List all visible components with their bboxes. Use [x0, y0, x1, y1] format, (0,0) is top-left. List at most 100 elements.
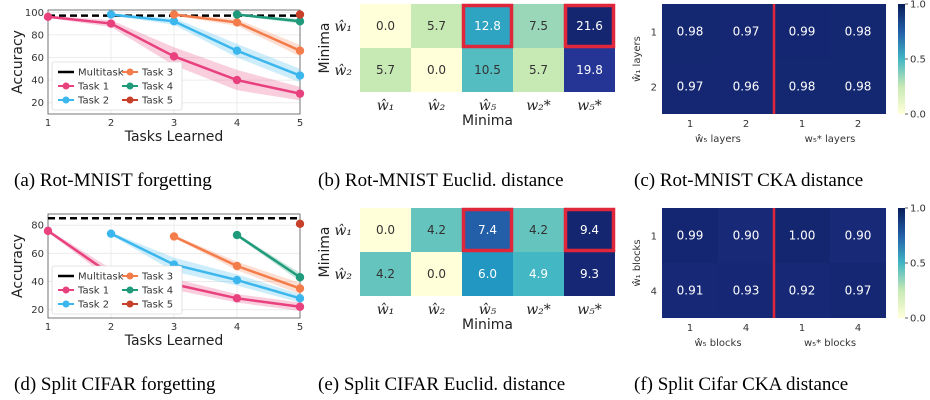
col-label: ŵ₂	[428, 302, 446, 318]
col-label: ŵ₅	[479, 98, 497, 114]
cell-value: 5.7	[529, 63, 548, 77]
col-label: 1	[799, 119, 805, 130]
y-tick-label: 60	[31, 249, 44, 260]
heatmap-cell	[513, 4, 564, 48]
y-tick-label: 20	[31, 305, 44, 316]
col-label: 2	[855, 119, 861, 130]
cell-value: 0.97	[845, 284, 872, 298]
colorbar-tick-label: 0.5	[910, 55, 926, 66]
legend-box	[51, 61, 183, 111]
col-label: 1	[799, 323, 805, 334]
x-tick-label: 4	[234, 322, 240, 333]
row-label: 4	[651, 287, 657, 298]
heatmap-cell	[411, 48, 462, 92]
legend-box	[51, 265, 183, 315]
legend-entry: Task 5	[141, 96, 173, 107]
data-point	[295, 219, 305, 229]
legend-entry: Task 5	[141, 300, 173, 311]
cell-value: 0.98	[845, 25, 872, 39]
x-tick-label: 4	[234, 118, 240, 129]
y-tick-label: 80	[31, 221, 44, 232]
legend-swatch-marker	[126, 82, 134, 90]
data-point	[295, 17, 305, 26]
colorbar	[898, 4, 905, 114]
legend-swatch-marker	[126, 272, 134, 280]
heatmap-cell	[411, 252, 462, 296]
cell-value: 9.3	[580, 267, 599, 281]
data-point	[106, 229, 116, 238]
col-label: w₂*	[526, 98, 551, 114]
heatmap-cell	[774, 4, 830, 59]
heatmap-cell	[830, 208, 886, 263]
colorbar-tick-label: 0.5	[910, 259, 926, 270]
heatmap-cell	[513, 48, 564, 92]
col-label: w₂*	[526, 302, 551, 318]
x-tick-label: 2	[108, 322, 114, 333]
cell-value: 19.8	[576, 63, 603, 77]
y-axis-label: Accuracy	[10, 234, 26, 298]
heatmap-cell	[462, 208, 513, 252]
data-point	[232, 294, 242, 303]
data-point	[43, 226, 53, 236]
x-tick-label: 2	[108, 118, 114, 129]
data-point	[232, 261, 242, 271]
legend-entry: Multitask	[78, 272, 124, 283]
data-point	[295, 284, 305, 293]
heatmap-cell	[411, 208, 462, 252]
group-label: w₅* layers	[805, 134, 856, 145]
cell-value: 0.93	[733, 284, 760, 298]
data-point	[169, 10, 179, 19]
cell-value: 4.2	[427, 223, 446, 237]
cell-value: 7.5	[529, 19, 548, 33]
group-label: ŵ₅ layers	[695, 133, 741, 145]
row-label: ŵ₁	[334, 223, 352, 239]
y-axis-label: ŵ₁ layers	[631, 36, 643, 82]
heatmap-cell	[360, 252, 411, 296]
cell-value: 21.6	[576, 19, 603, 33]
legend-entry: Task 4	[141, 286, 173, 297]
series-line	[110, 13, 301, 77]
caption-d: (d) Split CIFAR forgetting	[14, 374, 216, 395]
data-point	[295, 273, 305, 282]
data-point	[106, 19, 116, 28]
data-point	[232, 46, 242, 55]
legend-entry: Task 1	[77, 286, 109, 297]
legend-swatch-marker	[126, 300, 134, 308]
heatmap-cell	[718, 4, 774, 59]
legend-entry: Task 1	[77, 82, 109, 93]
data-point	[232, 230, 242, 240]
cell-value: 7.4	[478, 223, 497, 237]
row-label: 2	[651, 83, 657, 94]
legend-entry: Task 3	[141, 68, 173, 79]
y-tick-label: 40	[31, 76, 44, 87]
legend-swatch-marker	[62, 96, 70, 104]
legend-entry: Task 4	[141, 82, 173, 93]
caption-f: (f) Split Cifar CKA distance	[634, 374, 849, 395]
x-tick-label: 5	[297, 322, 303, 333]
col-label: w₅*	[577, 302, 602, 318]
cell-value: 0.99	[677, 229, 704, 243]
y-axis-label: Minima	[317, 23, 333, 74]
group-label: ŵ₅ blocks	[694, 337, 741, 349]
data-point	[169, 52, 179, 61]
data-point	[106, 10, 116, 19]
data-point	[295, 294, 305, 303]
y-tick-label: 60	[31, 53, 44, 64]
legend-swatch-marker	[62, 82, 70, 90]
highlight-box	[461, 3, 514, 49]
caption-c: (c) Rot-MNIST CKA distance	[634, 170, 864, 191]
heatmap-cell	[360, 208, 411, 252]
y-axis-label: ŵ₁ blocks	[631, 239, 643, 286]
col-label: 4	[743, 323, 749, 334]
heatmap-cell	[830, 59, 886, 114]
heatmap-cell	[360, 4, 411, 48]
plot-frame	[47, 9, 301, 115]
y-tick-label: 80	[31, 30, 44, 41]
heatmap-cell	[564, 4, 615, 48]
series-line	[236, 13, 301, 23]
caption-e: (e) Split CIFAR Euclid. distance	[318, 374, 566, 395]
cell-value: 0.98	[677, 25, 704, 39]
legend-swatch-marker	[126, 286, 134, 294]
data-point	[232, 18, 242, 27]
